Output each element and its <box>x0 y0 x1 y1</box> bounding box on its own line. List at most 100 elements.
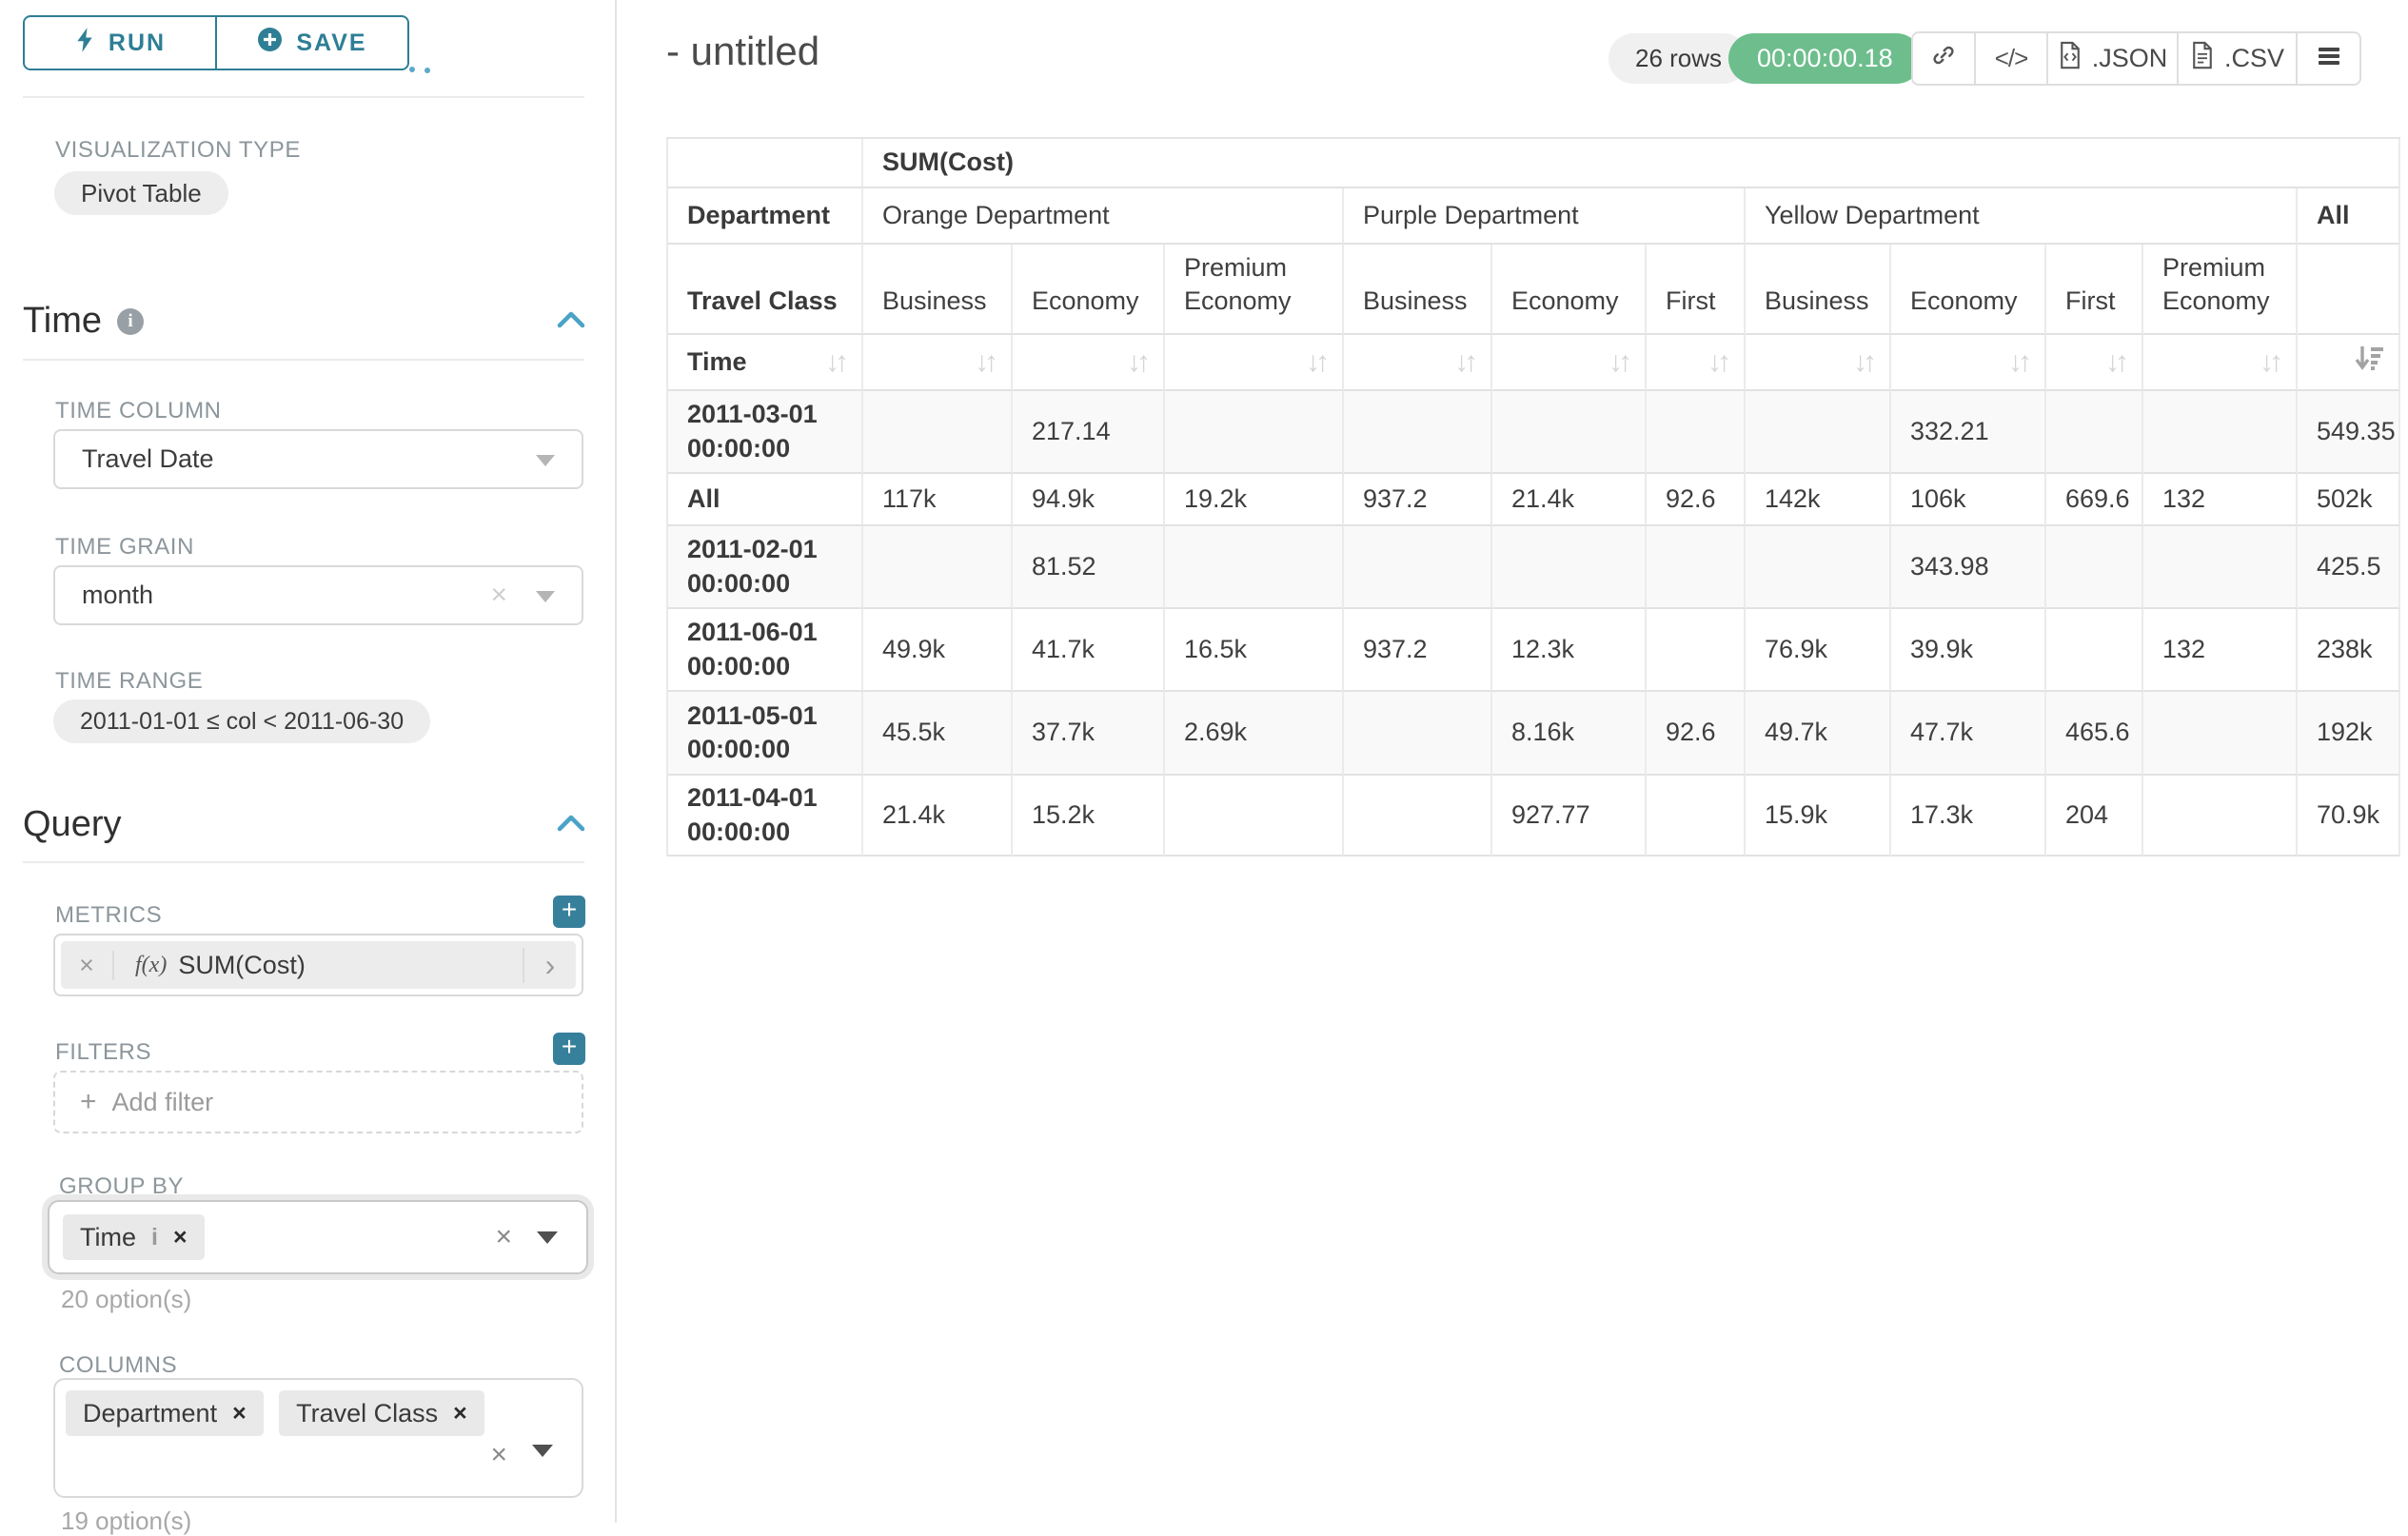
pivot-cell <box>2143 776 2298 857</box>
sort-icon[interactable]: ↓↑ <box>825 346 849 378</box>
pivot-cell: 937.2 <box>1344 474 1492 526</box>
copy-link-button[interactable] <box>1913 33 1974 84</box>
pivot-cell: 217.14 <box>1013 391 1165 474</box>
chart-title[interactable]: - untitled <box>666 29 820 73</box>
time-grain-select[interactable]: month × <box>53 565 583 625</box>
pivot-cell: 549.35 <box>2298 391 2400 474</box>
pivot-cell: 15.9k <box>1746 776 1891 857</box>
csv-file-icon <box>2190 41 2215 76</box>
pivot-row-label: 2011-05-01 00:00:00 <box>668 692 863 776</box>
metrics-field: × f(x) SUM(Cost) › <box>53 934 583 996</box>
time-range-pill[interactable]: 2011-01-01 ≤ col < 2011-06-30 <box>53 699 431 743</box>
remove-chip-icon[interactable]: × <box>453 1399 467 1427</box>
sort-descending-active-icon[interactable] <box>2353 342 2385 383</box>
sort-icon[interactable]: ↓↑ <box>2260 346 2283 378</box>
pivot-subcolumn-header <box>2298 245 2400 335</box>
view-query-button[interactable]: </> <box>1974 33 2046 84</box>
pivot-cell: 39.9k <box>1891 609 2046 692</box>
sort-icon[interactable]: ↓↑ <box>2008 346 2032 378</box>
pivot-row-label: 2011-03-01 00:00:00 <box>668 391 863 474</box>
section-divider <box>23 359 584 361</box>
columns-chip-label: Travel Class <box>296 1398 439 1428</box>
sort-icon[interactable]: ↓↑ <box>1127 346 1151 378</box>
sort-icon[interactable]: ↓↑ <box>1454 346 1478 378</box>
pivot-cell: 117k <box>863 474 1013 526</box>
group-by-options-hint: 20 option(s) <box>61 1285 192 1313</box>
pivot-cell <box>1492 526 1647 609</box>
pivot-cell <box>1647 526 1746 609</box>
query-timer-badge: 00:00:00.18 <box>1728 33 1922 84</box>
pivot-sort-header <box>2298 335 2400 391</box>
time-collapse-chevron-icon[interactable] <box>557 310 585 334</box>
save-button-label: SAVE <box>296 29 367 56</box>
pivot-metric-header: SUM(Cost) <box>863 139 2400 188</box>
pivot-cell: 37.7k <box>1013 692 1165 776</box>
more-menu-button[interactable] <box>2296 33 2359 84</box>
add-filter-placeholder: Add filter <box>111 1087 214 1116</box>
sort-icon[interactable]: ↓↑ <box>1853 346 1877 378</box>
pivot-cell <box>1344 692 1492 776</box>
export-json-button[interactable]: .JSON <box>2046 33 2177 84</box>
columns-chip[interactable]: Travel Class × <box>279 1390 484 1436</box>
info-icon[interactable]: i <box>117 307 145 335</box>
export-csv-button[interactable]: .CSV <box>2177 33 2296 84</box>
lightning-icon <box>74 27 95 60</box>
group-by-select[interactable]: Time i × × <box>48 1200 588 1274</box>
sort-icon[interactable]: ↓↑ <box>1707 346 1731 378</box>
pivot-sort-header: ↓↑ <box>2046 335 2143 391</box>
pivot-group-header: Orange Department <box>863 188 1344 245</box>
query-section-heading: Query <box>23 804 121 845</box>
export-csv-label: .CSV <box>2223 44 2285 72</box>
pivot-cell: 343.98 <box>1891 526 2046 609</box>
add-filter-plus-button[interactable]: + <box>553 1033 585 1065</box>
pivot-subcolumn-header: Premium Economy <box>1165 245 1344 335</box>
pivot-cell: 204 <box>2046 776 2143 857</box>
add-filter-dropzone[interactable]: + Add filter <box>53 1071 583 1133</box>
pivot-group-header: Yellow Department <box>1746 188 2298 245</box>
columns-chip[interactable]: Department × <box>66 1390 264 1436</box>
time-section-title: Time <box>23 301 103 341</box>
pivot-cell <box>1344 391 1492 474</box>
pivot-corner-department: Department <box>668 188 863 245</box>
pivot-sort-header: ↓↑ <box>1165 335 1344 391</box>
clear-icon[interactable]: × <box>490 1439 507 1470</box>
columns-chip-label: Department <box>83 1398 218 1428</box>
visualization-type-pill[interactable]: Pivot Table <box>54 171 228 215</box>
chevron-down-icon <box>532 1445 553 1457</box>
columns-label: COLUMNS <box>59 1352 178 1378</box>
pivot-cell: 16.5k <box>1165 609 1344 692</box>
remove-chip-icon[interactable]: × <box>172 1223 188 1250</box>
sort-icon[interactable]: ↓↑ <box>1306 346 1330 378</box>
remove-metric-icon[interactable]: × <box>61 950 114 980</box>
pivot-sort-header: ↓↑ <box>1891 335 2046 391</box>
clear-icon[interactable]: × <box>490 578 507 610</box>
chevron-down-icon <box>536 454 555 466</box>
save-button[interactable]: SAVE <box>215 17 407 69</box>
pivot-cell: 41.7k <box>1013 609 1165 692</box>
time-column-select[interactable]: Travel Date <box>53 429 583 489</box>
chevron-right-icon[interactable]: › <box>523 947 576 983</box>
time-section-heading: Time i <box>23 301 145 342</box>
sort-icon[interactable]: ↓↑ <box>1609 346 1632 378</box>
visualization-type-label: VISUALIZATION TYPE <box>55 137 301 163</box>
function-icon: f(x) <box>135 952 168 977</box>
link-icon <box>1930 42 1957 75</box>
chevron-down-icon <box>537 1231 558 1244</box>
columns-select[interactable]: Department × Travel Class × × <box>53 1378 583 1498</box>
query-collapse-chevron-icon[interactable] <box>557 814 585 837</box>
sort-icon[interactable]: ↓↑ <box>975 346 998 378</box>
clear-icon[interactable]: × <box>495 1221 512 1252</box>
pivot-cell <box>2046 609 2143 692</box>
pivot-cell <box>1647 609 1746 692</box>
run-button-label: RUN <box>108 29 167 56</box>
remove-chip-icon[interactable]: × <box>232 1399 247 1427</box>
pivot-cell: 49.7k <box>1746 692 1891 776</box>
code-icon: </> <box>1994 44 2029 72</box>
pivot-cell: 81.52 <box>1013 526 1165 609</box>
sort-icon[interactable]: ↓↑ <box>2105 346 2129 378</box>
metric-name: SUM(Cost) <box>178 950 306 979</box>
run-button[interactable]: RUN <box>25 17 215 69</box>
add-metric-button[interactable]: + <box>553 896 585 928</box>
metric-chip[interactable]: × f(x) SUM(Cost) › <box>61 941 576 989</box>
group-by-chip[interactable]: Time i × <box>63 1214 205 1260</box>
